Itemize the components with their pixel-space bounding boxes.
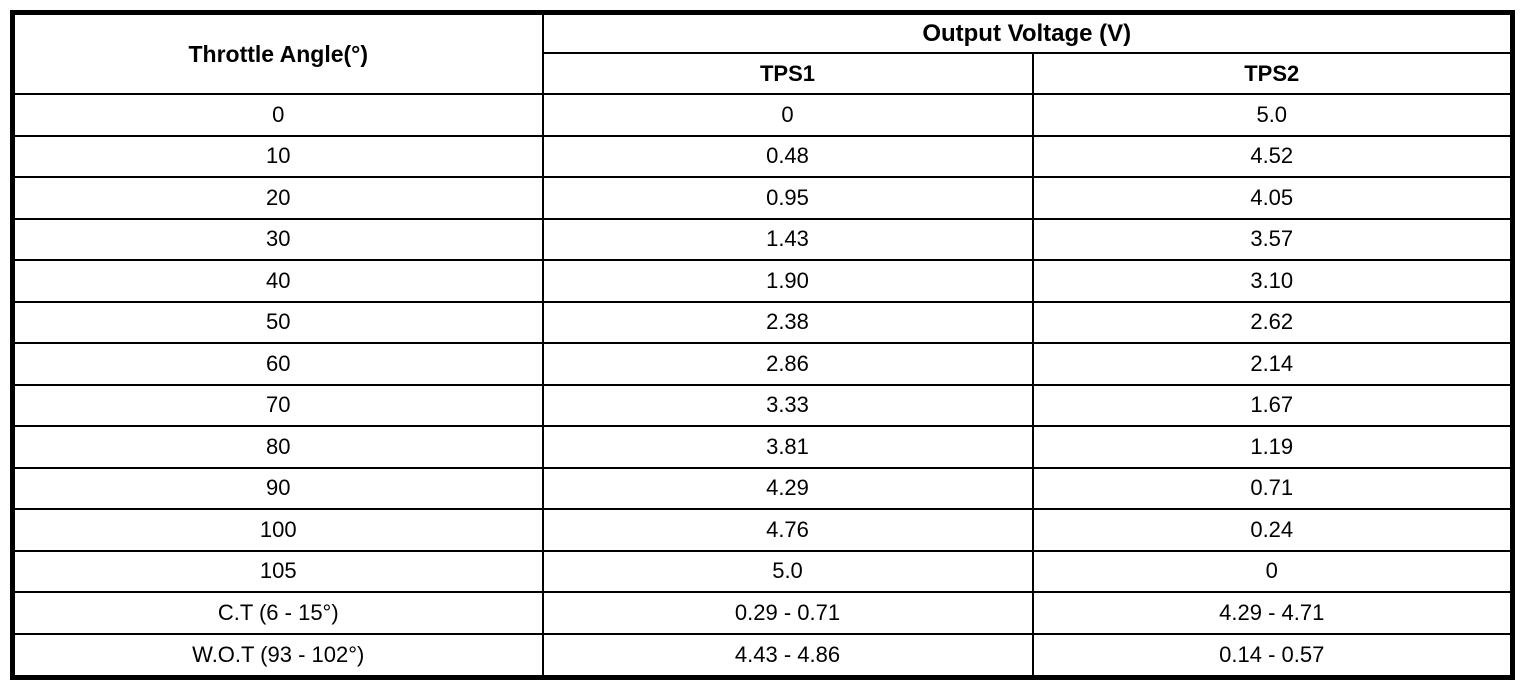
angle-cell: 60: [11, 342, 544, 386]
tps1-cell: 0.29 - 0.71: [541, 591, 1034, 635]
tps1-cell: 0.95: [541, 176, 1034, 220]
angle-cell: 80: [11, 425, 544, 469]
tps1-cell: 0.48: [541, 134, 1034, 179]
output-voltage-header: Output Voltage (V): [541, 11, 1514, 54]
tps2-cell: 1.19: [1031, 425, 1514, 469]
angle-cell: 90: [11, 466, 544, 511]
table-row: 10 0.48 4.52: [11, 134, 1514, 179]
tps2-cell: 3.57: [1031, 217, 1514, 262]
angle-cell: W.O.T (93 - 102°): [11, 632, 544, 679]
tps1-cell: 0: [541, 93, 1034, 137]
tps2-cell: 0.14 - 0.57: [1031, 632, 1514, 679]
tps1-cell: 2.38: [541, 300, 1034, 345]
table-row: 80 3.81 1.19: [11, 425, 1514, 469]
throttle-angle-header: Throttle Angle(°): [11, 11, 544, 95]
angle-cell: 0: [11, 93, 544, 137]
tps2-cell: 2.14: [1031, 342, 1514, 386]
tps1-cell: 2.86: [541, 342, 1034, 386]
table-row: 40 1.90 3.10: [11, 259, 1514, 303]
table-row: 30 1.43 3.57: [11, 217, 1514, 262]
table-row: C.T (6 - 15°) 0.29 - 0.71 4.29 - 4.71: [11, 591, 1514, 635]
angle-cell: 20: [11, 176, 544, 220]
header-row-group: Throttle Angle(°) Output Voltage (V): [11, 11, 1514, 95]
table-row: 0 0 5.0: [11, 93, 1514, 137]
angle-cell: C.T (6 - 15°): [11, 591, 544, 635]
tps1-cell: 5.0: [541, 549, 1034, 594]
table-row: W.O.T (93 - 102°) 4.43 - 4.86 0.14 - 0.5…: [11, 632, 1514, 679]
tps2-cell: 0.24: [1031, 508, 1514, 552]
tps2-cell: 4.52: [1031, 134, 1514, 179]
table-row: 20 0.95 4.05: [11, 176, 1514, 220]
angle-cell: 30: [11, 217, 544, 262]
tps2-header: TPS2: [1031, 52, 1514, 95]
angle-cell: 105: [11, 549, 544, 594]
tps-voltage-table: Throttle Angle(°) Output Voltage (V) TPS…: [10, 10, 1515, 680]
angle-cell: 40: [11, 259, 544, 303]
header-row-sub: TPS1 TPS2: [13, 52, 1514, 95]
angle-cell: 10: [11, 134, 544, 179]
tps1-cell: 1.43: [541, 217, 1034, 262]
angle-cell: 50: [11, 300, 544, 345]
tps1-cell: 4.76: [541, 508, 1034, 552]
tps1-cell: 3.33: [541, 383, 1034, 428]
tps2-cell: 0: [1031, 549, 1514, 594]
table-row: 90 4.29 0.71: [11, 466, 1514, 511]
table-row: 70 3.33 1.67: [11, 383, 1514, 428]
angle-cell: 70: [11, 383, 544, 428]
angle-cell: 100: [11, 508, 544, 552]
tps2-cell: 0.71: [1031, 466, 1514, 511]
tps1-cell: 4.43 - 4.86: [541, 632, 1034, 679]
tps1-cell: 4.29: [541, 466, 1034, 511]
table-row: 100 4.76 0.24: [11, 508, 1514, 552]
tps1-cell: 3.81: [541, 425, 1034, 469]
tps2-cell: 4.05: [1031, 176, 1514, 220]
tps2-cell: 1.67: [1031, 383, 1514, 428]
table-row: 50 2.38 2.62: [11, 300, 1514, 345]
tps1-cell: 1.90: [541, 259, 1034, 303]
tps2-cell: 3.10: [1031, 259, 1514, 303]
table-row: 105 5.0 0: [11, 549, 1514, 594]
table-row: 60 2.86 2.14: [11, 342, 1514, 386]
tps1-header: TPS1: [541, 52, 1034, 95]
tps2-cell: 5.0: [1031, 93, 1514, 137]
tps2-cell: 4.29 - 4.71: [1031, 591, 1514, 635]
tps2-cell: 2.62: [1031, 300, 1514, 345]
